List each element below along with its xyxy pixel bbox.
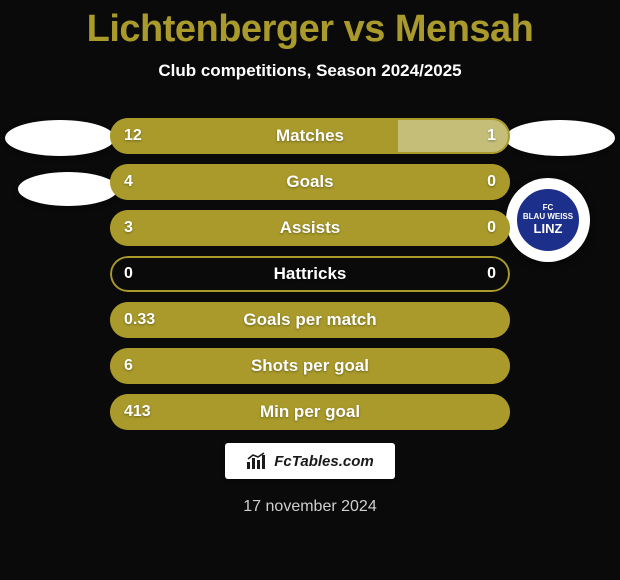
stat-value-right: 0 <box>487 173 496 191</box>
stat-value-right: 1 <box>487 127 496 145</box>
stat-value-left: 0 <box>124 265 133 283</box>
stat-value-left: 413 <box>124 403 151 421</box>
player-right-badge-1 <box>505 120 615 156</box>
club-logo-line2: BLAU WEISS <box>523 213 573 221</box>
club-logo-line3: LINZ <box>534 222 563 236</box>
fctables-logo[interactable]: FcTables.com <box>225 443 395 479</box>
player-left-badge-1 <box>5 120 115 156</box>
stat-value-left: 3 <box>124 219 133 237</box>
stat-label: Shots per goal <box>251 356 369 376</box>
stat-bar: 4 0 Goals <box>110 164 510 200</box>
footer-date: 17 november 2024 <box>243 498 376 516</box>
club-logo: FC BLAU WEISS LINZ <box>506 178 590 262</box>
club-logo-inner: FC BLAU WEISS LINZ <box>514 186 582 254</box>
stat-label: Hattricks <box>274 264 347 284</box>
stat-value-left: 4 <box>124 173 133 191</box>
player-left-badge-2 <box>18 172 118 206</box>
stat-value-right: 0 <box>487 265 496 283</box>
stat-bar: 3 0 Assists <box>110 210 510 246</box>
stat-label: Matches <box>276 126 344 146</box>
stat-value-left: 0.33 <box>124 311 155 329</box>
stat-label: Goals <box>286 172 333 192</box>
stat-bar: 0.33 Goals per match <box>110 302 510 338</box>
stat-label: Goals per match <box>243 310 376 330</box>
stat-label: Min per goal <box>260 402 360 422</box>
stat-value-left: 6 <box>124 357 133 375</box>
stat-bar: 413 Min per goal <box>110 394 510 430</box>
stat-bar: 0 0 Hattricks <box>110 256 510 292</box>
stat-value-left: 12 <box>124 127 142 145</box>
stat-label: Assists <box>280 218 340 238</box>
fctables-label: FcTables.com <box>274 453 373 470</box>
stat-bar: 6 Shots per goal <box>110 348 510 384</box>
player-right-name: Mensah <box>395 8 533 50</box>
title-vs: vs <box>344 8 385 50</box>
stat-bar: 12 1 Matches <box>110 118 510 154</box>
player-left-name: Lichtenberger <box>87 8 334 50</box>
comparison-bars: 12 1 Matches 4 0 Goals 3 0 Assists 0 0 Hattricks 0.3… <box>110 118 510 440</box>
fctables-chart-icon <box>246 452 268 470</box>
comparison-subtitle: Club competitions, Season 2024/2025 <box>0 61 620 81</box>
comparison-title: Lichtenberger vs Mensah <box>0 0 620 51</box>
stat-value-right: 0 <box>487 219 496 237</box>
